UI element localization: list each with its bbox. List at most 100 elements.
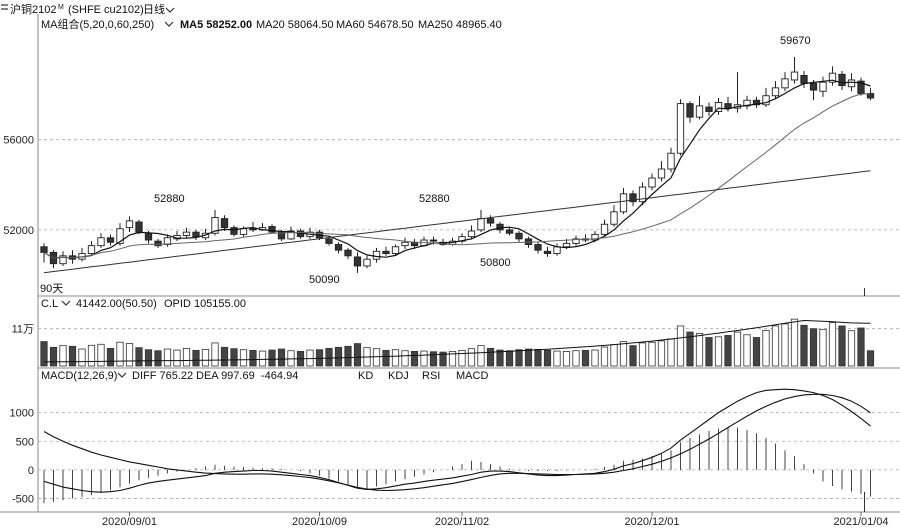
volume-bar: [629, 345, 637, 367]
candle-body: [334, 244, 343, 251]
volume-bar: [249, 349, 257, 367]
macd-tick-label: 0: [28, 465, 34, 477]
volume-bar: [467, 348, 476, 367]
candle-body: [838, 73, 846, 87]
volume-bar: [524, 348, 533, 367]
ma5-value: MA5 58252.00: [180, 19, 252, 31]
volume-bar: [201, 348, 210, 367]
volume-bar: [144, 349, 153, 367]
volume-bar: [230, 348, 238, 367]
volume-bar: [391, 349, 400, 367]
menu-icon[interactable]: [1, 4, 8, 10]
tab-kd[interactable]: KD: [358, 370, 373, 382]
date-tick-label: 2020/12/01: [624, 516, 679, 528]
macd-histogram-value: -464.94: [261, 370, 298, 382]
candle-body: [353, 256, 362, 267]
volume-bar: [800, 324, 808, 367]
volume-bar: [686, 331, 694, 367]
volume-bar: [211, 342, 219, 367]
volume-bar: [667, 338, 675, 367]
volume-bar: [771, 325, 780, 367]
volume-value: 41442.00(50.50): [76, 298, 157, 310]
instrument-name[interactable]: 沪铜2102: [10, 2, 56, 16]
period-chevron-down-icon[interactable]: [165, 7, 175, 13]
candle-body: [648, 177, 656, 188]
candle-body: [800, 75, 808, 84]
volume-bar: [277, 348, 286, 367]
volume-bar: [287, 350, 295, 367]
candle-body: [486, 218, 495, 224]
candle-body: [467, 230, 476, 238]
tab-kdj[interactable]: KDJ: [388, 370, 409, 382]
candle-body: [553, 246, 561, 254]
candle-body: [866, 93, 875, 99]
candle-body: [106, 237, 115, 243]
candle-body: [819, 81, 827, 92]
volume-bar: [762, 329, 770, 367]
date-tick-label: 2020/10/09: [292, 516, 347, 528]
candle-body: [657, 168, 666, 179]
volume-bar: [344, 345, 352, 367]
volume-bar: [59, 345, 67, 367]
volume-bar: [135, 347, 143, 367]
peak-price-annotation-1: 52880: [154, 193, 185, 205]
volume-bar: [306, 349, 314, 367]
volume-bar: [87, 344, 96, 367]
volume-bar: [819, 328, 827, 367]
low-price-annotation-1: 50090: [309, 274, 340, 286]
candle-body: [401, 241, 409, 247]
volume-bar: [648, 341, 656, 367]
volume-bar: [420, 350, 428, 367]
macd-chevron-down-icon[interactable]: [117, 372, 127, 378]
volume-bar: [496, 349, 504, 367]
ma-group-label[interactable]: MA组合(5,20,0,60,250): [41, 17, 154, 31]
volume-bar: [553, 350, 561, 367]
volume-bar: [78, 348, 86, 367]
candle-body: [847, 79, 856, 88]
instrument-main-mark: M: [58, 4, 64, 11]
volume-bar: [325, 347, 333, 367]
tab-macd[interactable]: MACD: [456, 370, 488, 382]
candle-body: [752, 99, 761, 106]
candle-body: [391, 246, 400, 254]
candle-body: [325, 238, 333, 244]
candle-body: [230, 227, 238, 235]
volume-bar: [401, 350, 409, 367]
ma250-value: MA250 48965.40: [418, 19, 502, 31]
candle-body: [192, 231, 200, 238]
candle-body: [515, 232, 523, 240]
tab-rsi[interactable]: RSI: [422, 370, 440, 382]
volume-bar: [372, 348, 381, 367]
candle-body: [667, 152, 675, 170]
volume-label[interactable]: C.L: [41, 298, 58, 310]
volume-bar: [809, 328, 818, 367]
volume-bar: [714, 336, 723, 367]
candle-body: [277, 231, 286, 240]
volume-bar: [192, 349, 200, 367]
volume-bar: [543, 349, 552, 367]
ma5-line: [43, 79, 871, 259]
ma20-line: [43, 93, 871, 259]
ma-chevron-down-icon[interactable]: [164, 21, 174, 27]
candle-body: [600, 223, 609, 235]
volume-bar: [838, 325, 846, 367]
volume-bar: [676, 325, 685, 367]
volume-bar: [68, 345, 77, 367]
period-selector[interactable]: 日线: [143, 2, 165, 16]
volume-bar: [268, 349, 276, 367]
macd-label[interactable]: MACD(12,26,9): [41, 370, 117, 382]
candle-body: [543, 250, 552, 254]
volume-bar: [239, 349, 248, 367]
candle-body: [87, 245, 96, 254]
volume-bar: [40, 341, 48, 367]
volume-bar: [477, 345, 485, 367]
candle-body: [771, 87, 780, 97]
candle-body: [562, 242, 571, 248]
volume-bar: [439, 351, 447, 367]
candle-body: [154, 240, 162, 247]
candle-body: [220, 218, 229, 229]
candle-body: [268, 226, 276, 233]
volume-bar: [572, 350, 580, 367]
candle-body: [239, 228, 248, 235]
volume-chevron-down-icon[interactable]: [61, 300, 71, 306]
